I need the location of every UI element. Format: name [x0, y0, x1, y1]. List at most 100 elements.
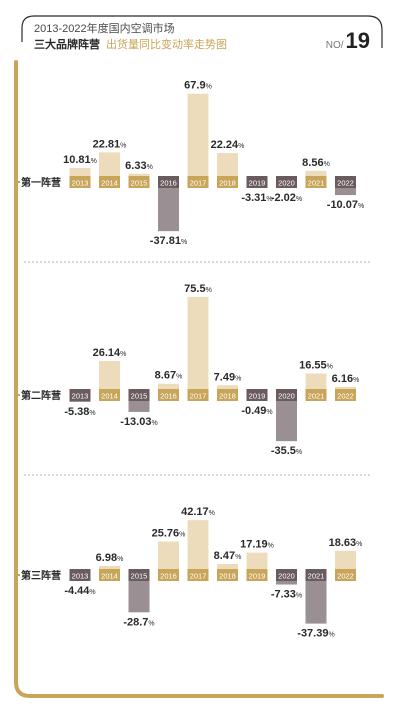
year-tag-bg	[99, 569, 120, 581]
value-label: 75.5%	[184, 283, 212, 295]
header: 2013-2022年度国内空调市场 三大品牌阵营 出货量同比变动率走势图 NO/1…	[0, 0, 400, 60]
header-frame-line	[21, 15, 383, 48]
year-tag-bg	[305, 569, 327, 581]
year-tag-label: 2021	[308, 179, 325, 188]
bar-2016	[158, 541, 179, 575]
value-label: 8.56%	[302, 157, 330, 169]
year-tag-label: 2016	[160, 179, 177, 188]
year-tag-label: 2018	[219, 392, 236, 401]
value-label: 6.98%	[96, 552, 124, 564]
value-label: 17.19%	[240, 539, 274, 551]
chart-title: 三大品牌阵营 出货量同比变动率走势图	[34, 36, 227, 52]
value-label: 16.55%	[299, 359, 333, 371]
row-label: 第三阵营	[21, 569, 61, 582]
year-tag-label: 2017	[190, 572, 207, 581]
year-tag-label: 2019	[249, 392, 266, 401]
year-tag-bg	[246, 389, 268, 401]
year-tag-label: 2015	[131, 392, 148, 401]
panel-2: 第二阵营 2013 -5.38% 2014 26.14% 2015 -13.03% 2016 8…	[16, 283, 370, 476]
year-tag-bg	[69, 389, 91, 401]
year-tag-bg	[246, 176, 268, 188]
value-label: 42.17%	[181, 506, 215, 518]
year-tag-bg	[128, 389, 150, 401]
gold-frame-line	[14, 60, 384, 698]
year-tag-label: 2014	[101, 179, 118, 188]
year-tag-label: 2020	[278, 179, 295, 188]
year-tag-bg	[335, 389, 356, 401]
year-tag-bg	[128, 176, 150, 188]
year-tag-label: 2021	[308, 572, 325, 581]
year-tag-label: 2022	[337, 572, 354, 581]
value-label: 26.14%	[93, 347, 127, 359]
year-tag-label: 2017	[190, 179, 207, 188]
bar-2017	[187, 520, 209, 575]
value-label: 22.24%	[211, 139, 245, 151]
year-tag-bg	[128, 569, 150, 581]
bar-2014	[99, 152, 120, 182]
year-tag-label: 2014	[101, 392, 118, 401]
bar-2017	[187, 296, 209, 395]
value-label: -2.02%	[271, 192, 302, 204]
year-tag-label: 2016	[160, 392, 177, 401]
year-tag-label: 2019	[249, 179, 266, 188]
value-label: 8.67%	[155, 370, 183, 382]
year-tag-bg	[335, 176, 356, 188]
value-label: 22.81%	[93, 138, 127, 150]
year-tag-bg	[217, 389, 238, 401]
value-label: -35.5%	[271, 445, 302, 457]
bar-2016	[158, 182, 179, 232]
year-tag-bg	[276, 569, 297, 581]
year-tag-bg	[305, 176, 327, 188]
year-tag-label: 2017	[190, 392, 207, 401]
year-tag-label: 2022	[337, 179, 354, 188]
year-tag-bg	[158, 176, 179, 188]
year-tag-bg	[217, 569, 238, 581]
bar-2020	[276, 395, 297, 442]
year-tag-label: 2016	[160, 572, 177, 581]
value-label: -7.33%	[271, 589, 302, 601]
value-label: 25.76%	[152, 528, 186, 540]
value-label: 18.63%	[329, 537, 363, 549]
year-tag-bg	[158, 389, 179, 401]
year-tag-label: 2020	[278, 392, 295, 401]
year-tag-label: 2014	[101, 572, 118, 581]
issue-value: 19	[345, 28, 370, 53]
bar-2014	[99, 361, 120, 395]
panel-3: 第三阵营 2013 -4.44% 2014 6.98% 2015 -28.7% 2016 25.…	[16, 506, 363, 640]
value-label: -13.03%	[120, 416, 157, 428]
year-tag-label: 2021	[308, 392, 325, 401]
year-tag-bg	[187, 176, 209, 188]
value-label: -4.44%	[64, 585, 95, 597]
year-tag-label: 2013	[72, 392, 89, 401]
value-label: 10.81%	[63, 154, 97, 166]
value-label: 8.47%	[214, 550, 242, 562]
year-tag-bg	[99, 389, 120, 401]
panel-1: 第一阵营 2013 10.81% 2014 22.81% 2015 6.33% 2016 -37…	[16, 80, 370, 263]
value-label: -28.7%	[123, 616, 154, 628]
year-tag-label: 2022	[337, 392, 354, 401]
year-tag-label: 2015	[131, 572, 148, 581]
year-tag-bg	[335, 569, 356, 581]
chart-title-main: 三大品牌阵营	[34, 39, 100, 51]
value-label: 6.33%	[125, 160, 153, 172]
year-tag-bg	[158, 569, 179, 581]
row-label: 第二阵营	[21, 389, 61, 402]
bar-2017	[187, 93, 209, 182]
year-tag-label: 2018	[219, 572, 236, 581]
issue-number: NO/19	[326, 28, 370, 54]
year-tag-label: 2019	[249, 572, 266, 581]
issue-label: NO/	[325, 40, 344, 51]
year-tag-bg	[99, 176, 120, 188]
value-label: 6.16%	[332, 373, 360, 385]
value-label: 7.49%	[214, 371, 242, 383]
value-label: -0.49%	[241, 405, 272, 417]
value-label: -37.81%	[150, 235, 187, 247]
year-tag-label: 2013	[72, 572, 89, 581]
year-tag-bg	[187, 569, 209, 581]
year-tag-bg	[187, 389, 209, 401]
bar-2018	[217, 153, 238, 182]
year-tag-bg	[246, 569, 268, 581]
year-tag-bg	[276, 176, 297, 188]
